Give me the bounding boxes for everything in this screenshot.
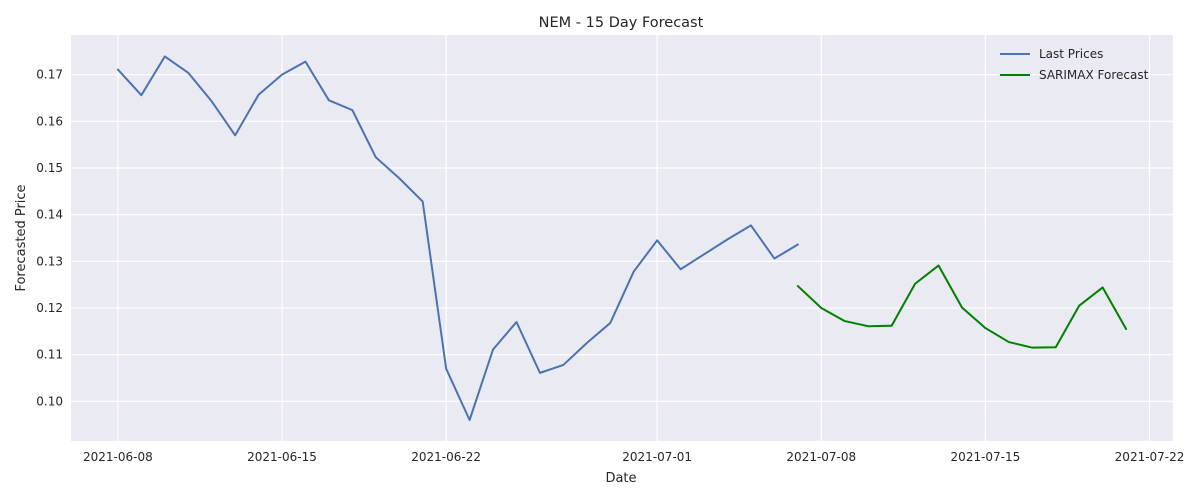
y-tick-label: 0.17	[36, 68, 63, 82]
x-tick-label: 2021-07-01	[622, 450, 692, 464]
x-tick-label: 2021-07-22	[1115, 450, 1185, 464]
legend-label: Last Prices	[1039, 47, 1103, 61]
x-tick-label: 2021-07-15	[951, 450, 1021, 464]
grid-lines	[71, 35, 1173, 441]
legend: Last Prices SARIMAX Forecast	[1000, 47, 1149, 82]
series-lines	[116, 55, 1128, 421]
y-tick-label: 0.11	[36, 348, 63, 362]
y-tick-label: 0.16	[36, 114, 63, 128]
chart-title: NEM - 15 Day Forecast	[539, 15, 704, 31]
series-line-0	[116, 55, 799, 421]
y-tick-label: 0.13	[36, 254, 63, 268]
x-tick-label: 2021-06-15	[247, 450, 317, 464]
y-axis-label: Forecasted Price	[14, 184, 29, 291]
y-tick-label: 0.15	[36, 161, 63, 175]
y-tick-label: 0.10	[36, 394, 63, 408]
x-axis-ticks: 2021-06-08 2021-06-15 2021-06-22 2021-07-01…	[83, 450, 1184, 464]
x-tick-label: 2021-06-22	[411, 450, 481, 464]
legend-label: SARIMAX Forecast	[1039, 68, 1149, 82]
x-tick-label: 2021-06-08	[83, 450, 153, 464]
y-tick-label: 0.12	[36, 301, 63, 315]
y-axis-ticks: 0.10 0.11 0.12 0.13 0.14 0.15 0.16 0.17	[36, 68, 63, 409]
x-axis-label: Date	[605, 471, 636, 486]
series-line-1	[796, 264, 1128, 349]
x-tick-label: 2021-07-08	[786, 450, 856, 464]
y-tick-label: 0.14	[36, 208, 63, 222]
plot-area	[71, 35, 1173, 441]
